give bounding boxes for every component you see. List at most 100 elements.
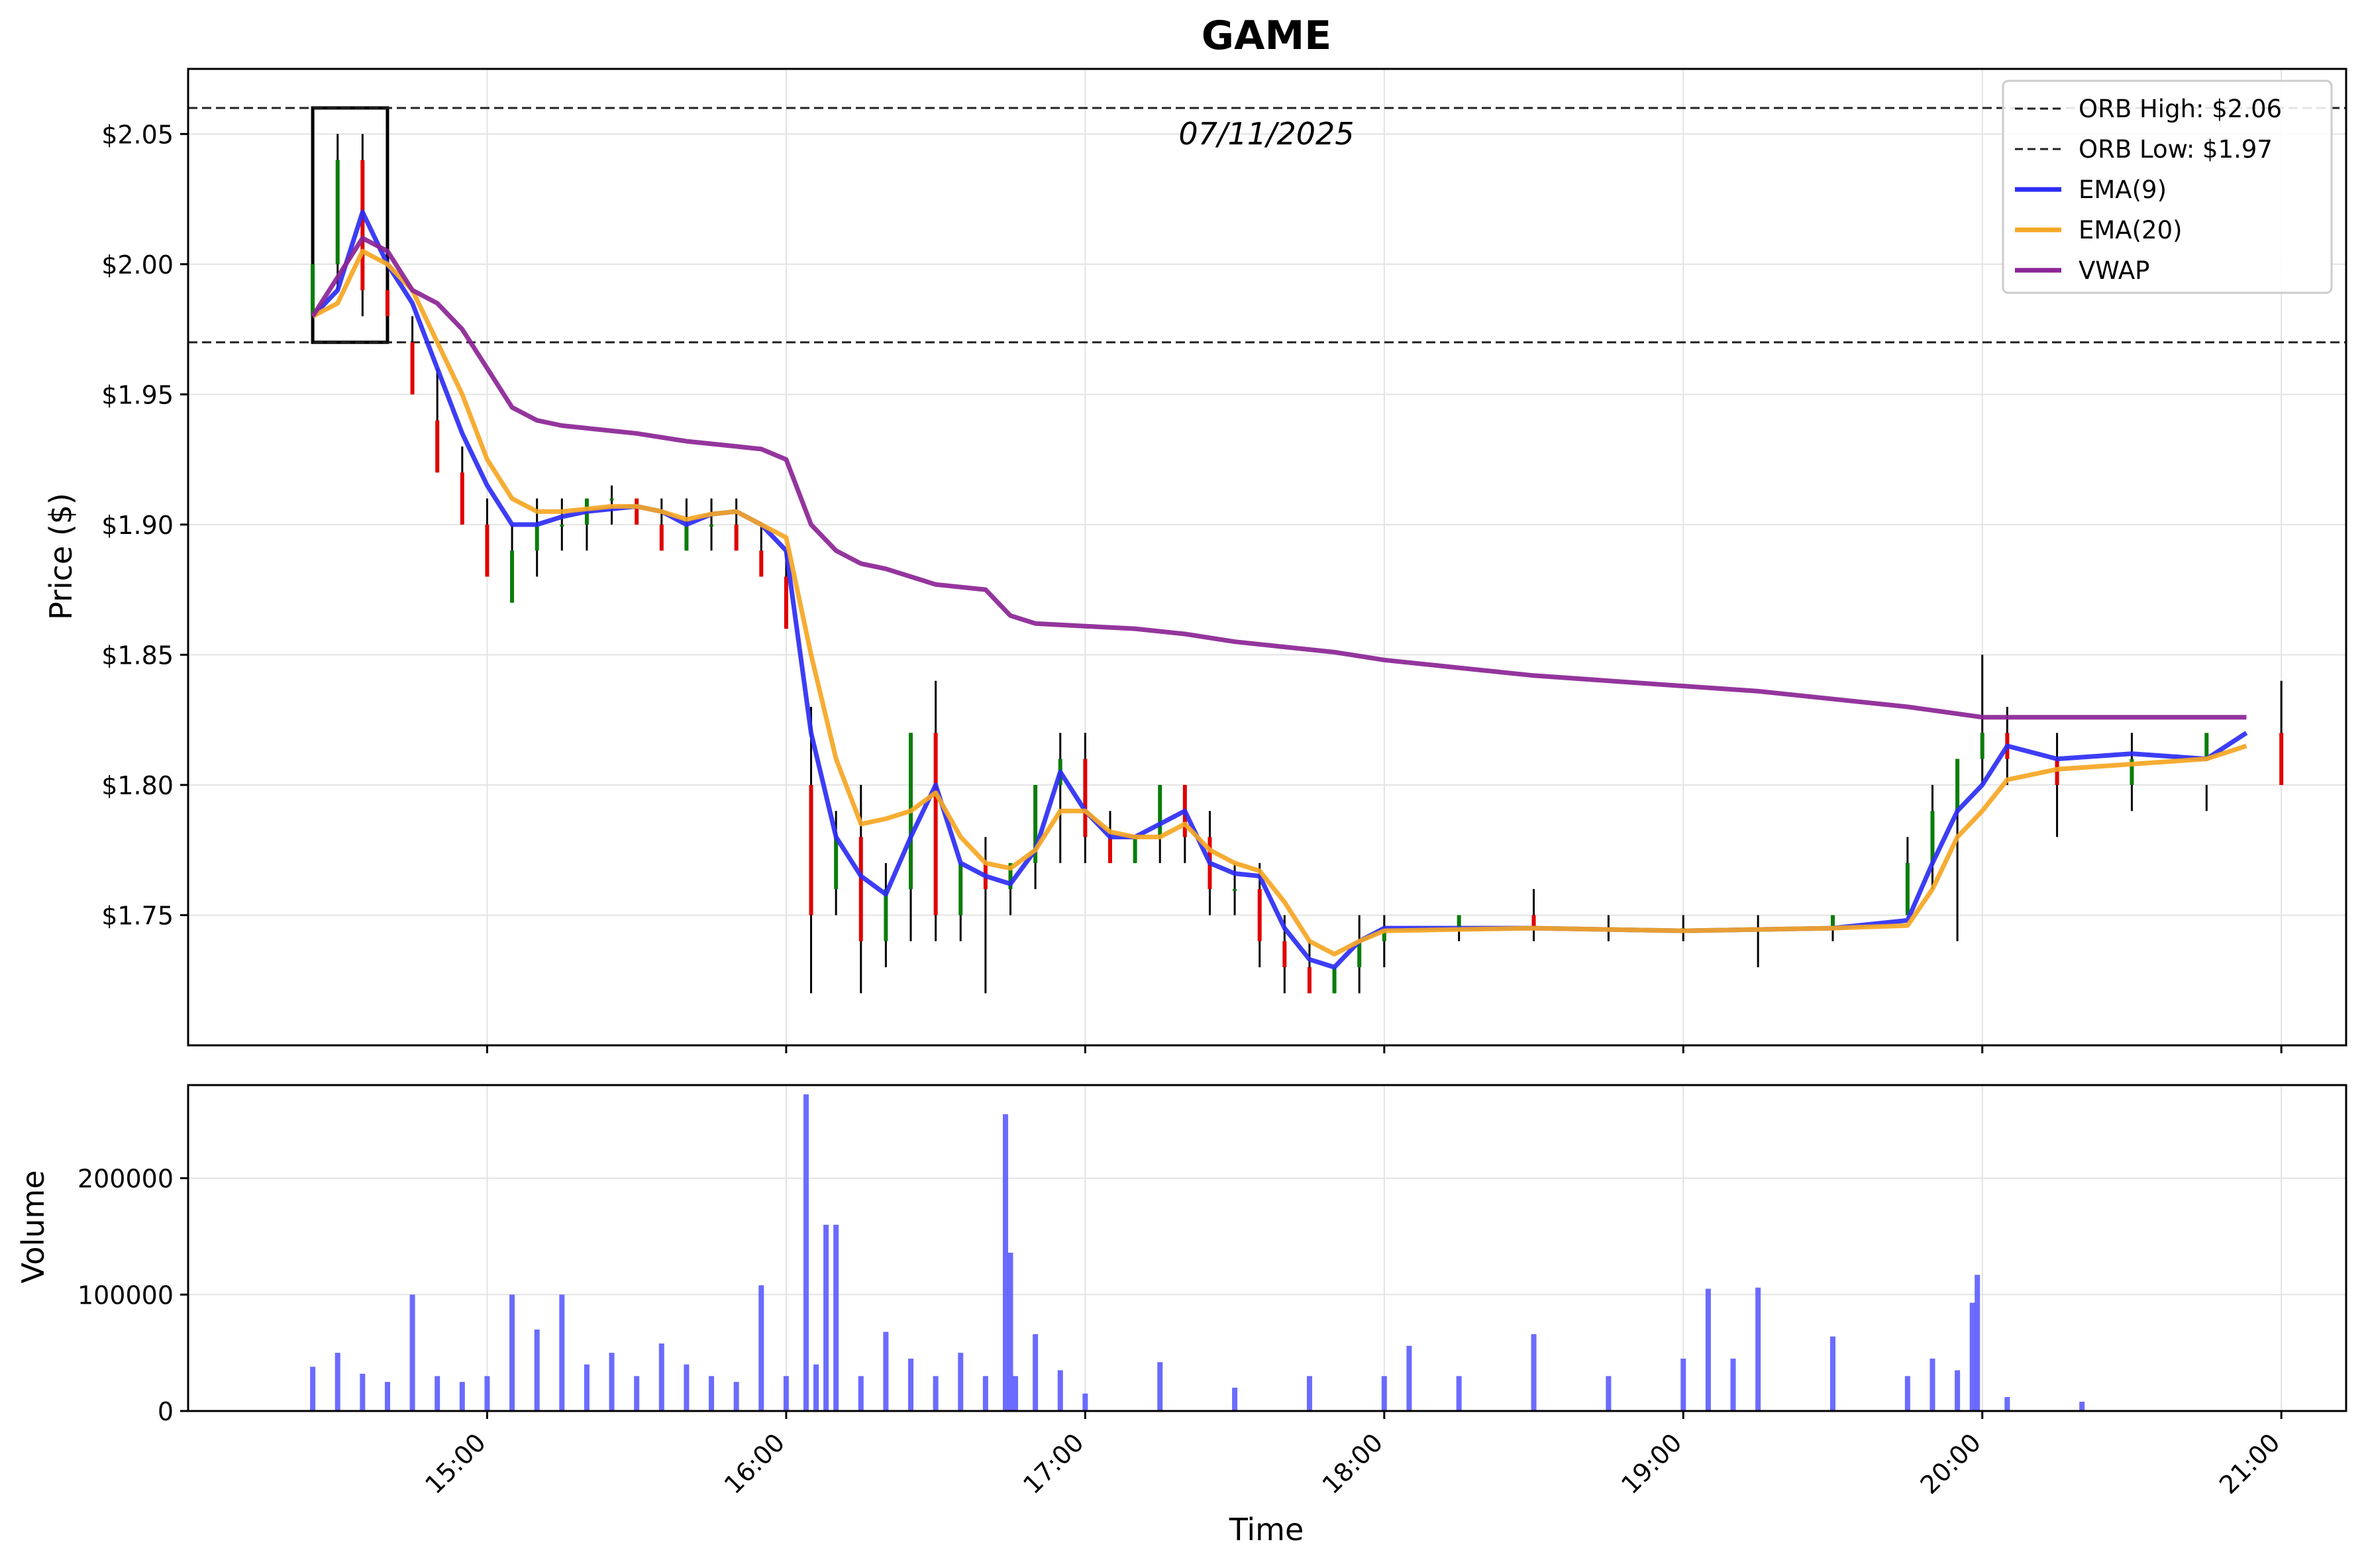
volume-bar xyxy=(1082,1393,1088,1411)
candle-body xyxy=(734,524,739,551)
chart-title: GAME xyxy=(1202,13,1331,59)
volume-bar xyxy=(1232,1387,1238,1411)
candle-body xyxy=(1233,889,1237,892)
volume-bar xyxy=(2079,1401,2085,1411)
series-line-ema-20 xyxy=(311,248,2247,957)
volume-bar xyxy=(1680,1358,1686,1411)
volume-bar xyxy=(658,1343,664,1411)
candle-body xyxy=(834,837,839,890)
volume-plot-frame xyxy=(187,1084,2347,1412)
volume-bar xyxy=(833,1224,839,1411)
volume-bar xyxy=(823,1224,829,1411)
volume-bars xyxy=(310,1094,2085,1411)
candle-body xyxy=(1133,837,1137,863)
candle-body xyxy=(1531,915,1536,929)
volume-bar xyxy=(1955,1370,1961,1411)
y-tick-label: 100000 xyxy=(77,1281,174,1310)
volume-bar xyxy=(783,1376,789,1411)
candle-body xyxy=(1955,758,1960,811)
candle-body xyxy=(1257,889,1262,941)
price-panel: 07/11/2025 $1.75 $1.80 $1.85 $1.90 $1.95 $2.0… xyxy=(43,68,2347,1053)
candle-body xyxy=(809,784,813,915)
volume-bar xyxy=(435,1376,440,1411)
candle-body xyxy=(560,524,564,527)
volume-bar xyxy=(509,1294,515,1411)
candle-body xyxy=(1457,915,1461,929)
volume-bar xyxy=(384,1382,390,1411)
y-tick-label: $2.00 xyxy=(101,250,174,280)
volume-bar xyxy=(858,1376,864,1411)
candle-body xyxy=(1382,928,1386,941)
candle-body xyxy=(311,264,315,317)
volume-bar xyxy=(484,1376,490,1411)
candle-body xyxy=(884,889,888,941)
candle-body xyxy=(360,160,365,291)
volume-bar xyxy=(758,1285,764,1411)
volume-axis-label: Volume xyxy=(15,1170,51,1283)
candle-body xyxy=(2204,733,2209,759)
candle-body xyxy=(784,576,788,629)
volume-bar xyxy=(958,1353,964,1411)
candle-body xyxy=(460,472,464,525)
volume-bar xyxy=(1755,1287,1761,1411)
candle-body xyxy=(1282,941,1287,968)
candle-body xyxy=(1107,837,1112,863)
candle-body xyxy=(1980,733,1984,759)
volume-bar xyxy=(803,1094,809,1411)
volume-bar xyxy=(1969,1302,1975,1411)
volume-bar xyxy=(360,1373,366,1411)
candle-body xyxy=(759,550,764,577)
volume-bar xyxy=(813,1364,819,1411)
y-tick-label: $1.75 xyxy=(101,901,174,930)
volume-bar xyxy=(1013,1376,1019,1411)
volume-bar xyxy=(1007,1253,1013,1411)
volume-bar xyxy=(1406,1345,1412,1411)
legend-box xyxy=(2002,79,2333,294)
volume-bar xyxy=(1157,1362,1163,1411)
candle-body xyxy=(1930,811,1935,863)
volume-bar xyxy=(1929,1358,1935,1411)
candle-body xyxy=(1083,758,1088,837)
y-tick-label: 0 xyxy=(158,1397,174,1426)
candle-body xyxy=(2279,733,2284,785)
volume-bar xyxy=(1705,1288,1711,1411)
candle-body xyxy=(485,524,489,577)
price-plot-frame xyxy=(187,68,2347,1047)
candle-body xyxy=(609,498,614,501)
legend-label: ORB Low: $1.97 xyxy=(2079,135,2273,164)
y-tick-label: $1.95 xyxy=(101,380,174,409)
legend: ORB High: $2.06 ORB Low: $1.97 EMA(9) EMA(2… xyxy=(2002,79,2333,294)
orb-lines xyxy=(188,107,2346,344)
candle-body xyxy=(1332,967,1337,994)
date-annotation: 07/11/2025 xyxy=(1178,116,1354,152)
candle-body xyxy=(933,733,938,915)
volume-bar xyxy=(1381,1376,1387,1411)
y-tick-label: $1.85 xyxy=(101,641,174,670)
volume-bar xyxy=(409,1294,415,1411)
candle-body xyxy=(510,550,515,603)
volume-bar xyxy=(1830,1336,1836,1411)
time-axis-label: Time xyxy=(1229,1512,1304,1547)
volume-bar xyxy=(534,1330,540,1411)
candle-body xyxy=(1831,915,1835,929)
price-grid xyxy=(188,69,2346,1045)
candlesticks xyxy=(311,134,2284,994)
candle-body xyxy=(385,290,389,317)
candle-body xyxy=(1905,862,1910,915)
volume-bar xyxy=(609,1353,615,1411)
volume-bar xyxy=(1531,1334,1537,1411)
price-axis-label: Price ($) xyxy=(43,493,79,620)
candle-body xyxy=(2130,758,2134,785)
y-tick-label: $2.05 xyxy=(101,120,174,149)
volume-bar xyxy=(709,1376,715,1411)
candle-body xyxy=(435,420,440,473)
volume-bar xyxy=(1057,1370,1063,1411)
candle-body xyxy=(2055,758,2059,785)
indicator-lines xyxy=(311,209,2248,970)
candle-body xyxy=(659,524,664,551)
candle-body xyxy=(958,862,963,915)
volume-bar xyxy=(684,1364,690,1411)
candle-body xyxy=(635,498,639,525)
candle-body xyxy=(858,837,863,941)
